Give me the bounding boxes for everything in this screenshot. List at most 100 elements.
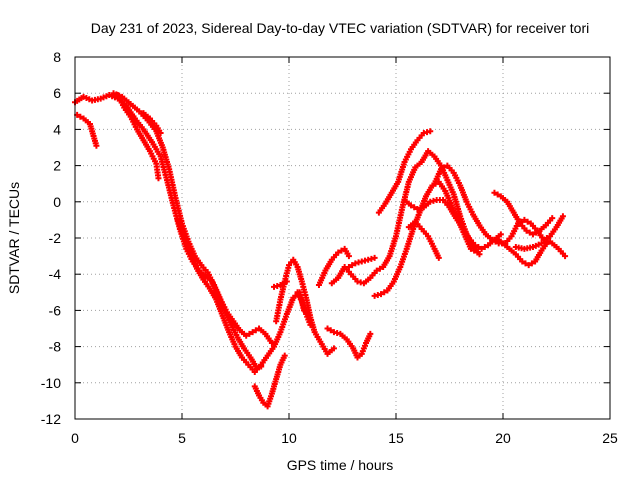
- marker-trail: [233, 345, 244, 359]
- marker-trail: [258, 327, 267, 336]
- marker-trail: [540, 240, 550, 252]
- data-point: [489, 236, 496, 243]
- data-point: [519, 258, 526, 265]
- data-series-arc-14: [345, 254, 378, 270]
- y-tick-label: -6: [49, 302, 62, 318]
- marker-trail: [522, 260, 529, 267]
- data-point: [521, 216, 528, 223]
- data-layer: [72, 90, 569, 410]
- marker-trail: [433, 155, 443, 167]
- marker-trail: [313, 331, 321, 340]
- marker-trail: [208, 287, 218, 301]
- marker-trail: [100, 93, 110, 101]
- marker-trail: [278, 354, 287, 366]
- marker-trail: [109, 93, 118, 101]
- marker-trail: [447, 206, 458, 219]
- marker-trail: [363, 276, 372, 285]
- data-point: [243, 332, 250, 339]
- x-tick-label: 15: [388, 430, 404, 446]
- marker-trail: [533, 249, 544, 263]
- marker-trail: [229, 324, 240, 339]
- marker-trail: [381, 255, 392, 268]
- data-point: [249, 329, 256, 336]
- data-point: [93, 142, 100, 149]
- marker-trail: [231, 320, 242, 332]
- marker-trail: [494, 191, 501, 198]
- data-point: [373, 267, 380, 274]
- marker-trail: [349, 262, 356, 269]
- marker-trail: [148, 150, 159, 165]
- data-point: [437, 166, 444, 173]
- y-tick-label: -8: [49, 339, 62, 355]
- marker-trail: [74, 95, 85, 104]
- x-tick-label: 25: [602, 430, 618, 446]
- x-axis: 0 5 10 15 20 25: [71, 57, 618, 446]
- marker-trail: [406, 166, 418, 183]
- marker-trail: [200, 264, 209, 273]
- marker-trail: [442, 199, 451, 208]
- data-point: [281, 352, 288, 359]
- marker-trail: [519, 222, 528, 232]
- marker-trail: [454, 217, 464, 228]
- data-series-arc-1: [72, 92, 265, 372]
- marker-trail: [295, 291, 304, 303]
- marker-trail: [419, 150, 430, 163]
- marker-trail: [327, 327, 334, 334]
- marker-trail: [121, 95, 132, 106]
- marker-trail: [205, 271, 216, 286]
- marker-trail: [326, 347, 335, 356]
- marker-trail: [238, 329, 248, 337]
- marker-trail: [317, 269, 328, 286]
- data-point: [427, 128, 434, 135]
- data-point: [371, 254, 378, 261]
- marker-trail: [420, 228, 429, 237]
- marker-trail: [393, 206, 405, 237]
- data-series-arc-20: [491, 189, 556, 238]
- data-series-arc-9: [271, 278, 290, 290]
- data-series-arc-11: [315, 245, 352, 289]
- marker-trail: [253, 364, 263, 373]
- y-tick-label: 6: [53, 85, 61, 101]
- data-point: [562, 253, 569, 260]
- data-point: [157, 130, 164, 137]
- marker-trail: [432, 248, 441, 259]
- marker-trail: [142, 111, 151, 120]
- marker-trail: [432, 168, 443, 185]
- data-point: [345, 253, 352, 260]
- marker-trail: [259, 354, 269, 366]
- marker-trail: [426, 235, 437, 250]
- marker-trail: [218, 299, 229, 313]
- data-series-arc-22: [512, 238, 569, 260]
- marker-trail: [504, 235, 513, 245]
- marker-trail: [154, 125, 163, 134]
- marker-trail: [264, 333, 274, 344]
- marker-trail: [323, 258, 334, 272]
- data-point: [472, 242, 479, 249]
- y-tick-label: 0: [53, 194, 61, 210]
- marker-trail: [122, 106, 133, 118]
- marker-trail: [487, 238, 496, 247]
- marker-trail: [359, 342, 368, 355]
- data-point: [549, 215, 556, 222]
- marker-trail: [446, 165, 455, 174]
- marker-trail: [336, 266, 347, 279]
- marker-trail: [241, 356, 250, 366]
- marker-trail: [146, 119, 158, 133]
- data-series-arc-17: [401, 196, 504, 252]
- marker-trail: [495, 236, 504, 245]
- marker-trail: [526, 229, 533, 236]
- marker-trail: [445, 179, 456, 196]
- marker-trail: [386, 280, 396, 292]
- data-point: [155, 175, 162, 182]
- marker-trail: [544, 217, 554, 226]
- marker-trail: [505, 200, 516, 214]
- data-point: [307, 321, 314, 328]
- y-axis: -12 -10 -8 -6 -4 -2 0 2 4 6 8: [41, 49, 610, 427]
- marker-trail: [225, 311, 235, 322]
- y-axis-label: SDTVAR / TECUs: [6, 182, 22, 294]
- data-point: [467, 245, 474, 252]
- data-point: [491, 189, 498, 196]
- marker-trail: [416, 132, 425, 141]
- x-tick-label: 0: [71, 430, 79, 446]
